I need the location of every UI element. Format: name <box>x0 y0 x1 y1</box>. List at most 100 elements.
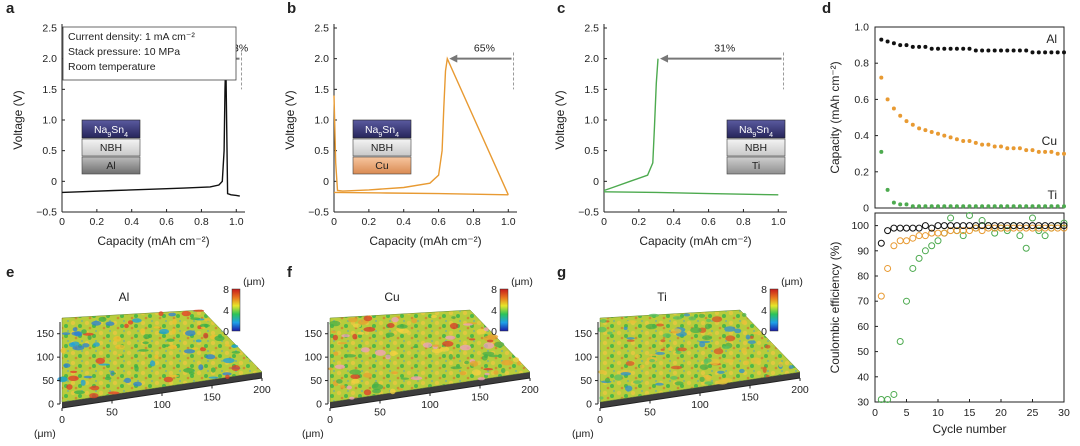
surface-feature <box>185 330 196 337</box>
surface-feature <box>83 375 93 379</box>
y-tick-label: 2.5 <box>584 23 599 35</box>
x-axis-label: Capacity (mAh cm⁻²) <box>97 234 209 248</box>
surface-feature <box>63 363 71 368</box>
surface-feature <box>639 364 645 369</box>
surface-feature <box>363 372 373 378</box>
capacity-point-ti <box>1024 204 1029 209</box>
stack-layer-substrate <box>81 156 141 175</box>
efficiency-percent: 65% <box>474 43 495 55</box>
surface-feature <box>192 347 199 350</box>
y-tick-label: 100 <box>851 220 869 232</box>
y-tick-label: 0 <box>323 176 329 188</box>
surface-feature <box>493 370 499 375</box>
surface-x-tick-label: 150 <box>203 392 221 404</box>
surface-feature <box>143 334 151 340</box>
surface-feature <box>670 376 678 380</box>
stack-layer-nbh <box>81 138 141 157</box>
surface-x-unit: (μm) <box>302 428 324 440</box>
capacity-point-al <box>879 37 884 42</box>
surface-feature <box>723 359 734 363</box>
capacity-point-cu <box>1062 151 1066 156</box>
surface-feature <box>739 368 745 374</box>
colorbar-tick-label: 0 <box>761 326 767 338</box>
colorbar-unit: (μm) <box>781 276 803 288</box>
surface-feature <box>604 377 611 383</box>
surface-feature <box>349 369 362 375</box>
surface-y-tick-label: 100 <box>36 352 54 364</box>
surface-feature <box>105 321 115 326</box>
colorbar-tick-label: 8 <box>491 284 497 296</box>
x-tick-label: 1.0 <box>771 216 786 228</box>
capacity-point-al <box>1030 50 1035 55</box>
surface-feature <box>181 310 191 317</box>
capacity-point-al <box>948 46 953 51</box>
surface-feature <box>469 360 479 367</box>
x-tick-label: 0.6 <box>431 216 446 228</box>
x-axis-label: Capacity (mAh cm⁻²) <box>369 234 481 248</box>
capacity-point-cu <box>904 119 909 124</box>
surface-feature <box>124 323 129 329</box>
panel-label-e: e <box>6 264 14 281</box>
surface-feature <box>442 340 454 347</box>
surface-feature <box>350 374 361 380</box>
x-tick-label: 0 <box>331 216 337 228</box>
ce-point-cu <box>940 229 948 237</box>
ce-point-al <box>896 224 904 232</box>
ce-point-al <box>909 224 917 232</box>
capacity-point-al <box>923 44 928 49</box>
ce-point-cu <box>877 292 885 300</box>
ce-point-ti <box>1022 244 1030 252</box>
colorbar-tick-label: 8 <box>223 284 229 296</box>
y-tick-label: 1.0 <box>42 115 57 127</box>
colorbar-tick-label: 4 <box>223 305 229 317</box>
surface-feature <box>98 363 110 366</box>
surface-feature <box>168 374 180 378</box>
y-tick-label: 0.5 <box>584 145 599 157</box>
surface-feature <box>131 318 142 323</box>
capacity-point-ti <box>992 204 997 209</box>
panel-label-f: f <box>287 264 293 281</box>
x-tick-label: 0.2 <box>362 216 377 228</box>
x-tick-label: 0.4 <box>124 216 139 228</box>
stack-label-substrate: Cu <box>375 160 389 172</box>
surface-metal-label: Ti <box>657 290 667 304</box>
surface-feature <box>333 351 339 356</box>
capacity-point-cu <box>910 122 915 127</box>
x-tick-label: 0.8 <box>736 216 751 228</box>
stack-label-na9sn4: Na9Sn4 <box>739 124 773 139</box>
y-tick-label: −0.5 <box>308 207 329 219</box>
capacity-point-al <box>1055 50 1060 55</box>
capacity-point-ti <box>910 204 915 209</box>
capacity-point-cu <box>1049 149 1054 154</box>
surface-feature <box>72 327 78 332</box>
y-tick-label: −0.5 <box>36 207 57 219</box>
surface-x-tick-label: 0 <box>59 414 65 426</box>
y-tick-label: 50 <box>857 346 869 358</box>
surface-feature <box>222 357 235 364</box>
ce-point-ti <box>1029 214 1036 222</box>
surface-feature <box>159 328 170 335</box>
surface-feature <box>95 357 106 364</box>
surface-topography <box>599 309 801 403</box>
surface-feature <box>734 328 742 334</box>
ce-point-ti <box>1035 227 1043 235</box>
surface-feature <box>762 366 767 373</box>
capacity-point-ti <box>1062 204 1066 209</box>
coulombic-efficiency-chart: 30 40 50 60 70 80 90 100 0 5 10 15 20 25 30 Cycle numbe… <box>828 212 1070 436</box>
surface-feature <box>352 333 358 340</box>
x-tick-label: 0.2 <box>632 216 647 228</box>
surface-feature <box>662 333 672 338</box>
ce-point-ti <box>1003 227 1011 235</box>
capacity-point-cu <box>961 139 966 144</box>
surface-feature <box>357 331 365 335</box>
stack-label-nbh: NBH <box>100 142 122 154</box>
surface-feature <box>670 328 682 334</box>
surface-metal-label: Al <box>119 290 130 304</box>
surface-feature <box>340 385 346 389</box>
surface-feature <box>752 332 761 335</box>
voltage-chart-al: −0.500.51.01.52.02.50 0.2 0.4 0.6 0.8 1.0Capa… <box>11 23 248 249</box>
surface-y-tick-label: 150 <box>304 328 322 340</box>
x-tick-label: 30 <box>1058 407 1070 419</box>
ce-point-al <box>903 224 910 232</box>
